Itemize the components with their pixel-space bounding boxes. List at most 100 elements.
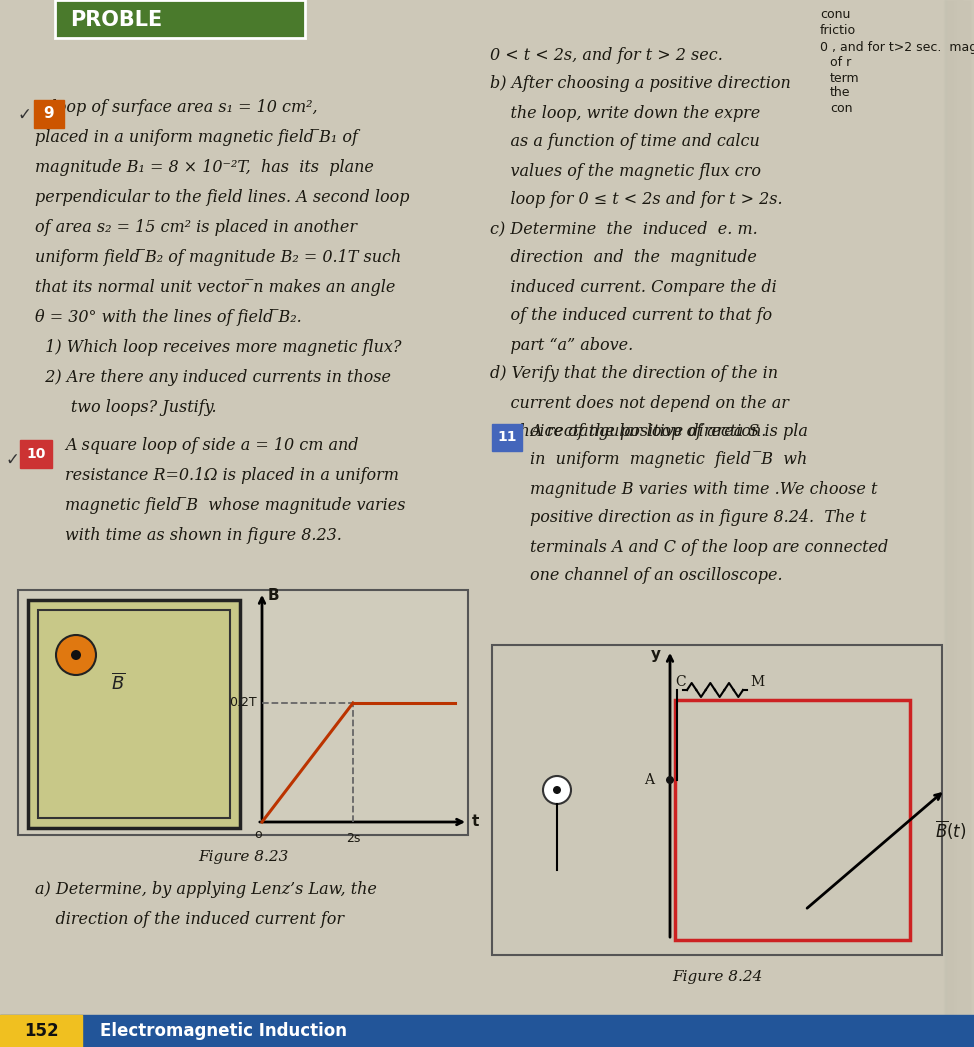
- Text: A rectangular loop of area S is pla: A rectangular loop of area S is pla: [530, 423, 807, 440]
- Circle shape: [543, 776, 571, 804]
- Bar: [966, 0, 967, 1047]
- Text: 2) Are there any induced currents in those: 2) Are there any induced currents in tho…: [35, 370, 391, 386]
- Bar: [492, 645, 942, 955]
- Bar: [18, 591, 468, 836]
- Text: PROBLE: PROBLE: [70, 10, 163, 30]
- Text: one channel of an oscilloscope.: one channel of an oscilloscope.: [530, 567, 783, 584]
- Circle shape: [56, 634, 96, 675]
- Text: 10: 10: [26, 447, 46, 461]
- Bar: [969, 0, 970, 1047]
- Bar: [959, 0, 960, 1047]
- Text: con: con: [830, 102, 852, 114]
- Bar: [956, 0, 957, 1047]
- Text: Figure 8.23: Figure 8.23: [198, 850, 288, 864]
- Bar: [675, 700, 910, 940]
- Text: C: C: [675, 675, 686, 689]
- Circle shape: [71, 650, 81, 660]
- Bar: [964, 0, 965, 1047]
- Text: 0 < t < 2s, and for t > 2 sec.: 0 < t < 2s, and for t > 2 sec.: [490, 46, 723, 64]
- Bar: [949, 0, 950, 1047]
- Text: magnitude B varies with time .We choose t: magnitude B varies with time .We choose …: [530, 481, 878, 497]
- Text: loop for 0 ≤ t < 2s and for t > 2s.: loop for 0 ≤ t < 2s and for t > 2s.: [490, 192, 783, 208]
- Bar: [967, 0, 968, 1047]
- Text: b) After choosing a positive direction: b) After choosing a positive direction: [490, 75, 791, 92]
- Text: of area s₂ = 15 cm² is placed in another: of area s₂ = 15 cm² is placed in another: [35, 220, 357, 237]
- Text: a) Determine, by applying Lenz’s Law, the: a) Determine, by applying Lenz’s Law, th…: [35, 881, 377, 897]
- Bar: [20, 440, 52, 468]
- Text: Electromagnetic Induction: Electromagnetic Induction: [100, 1022, 347, 1040]
- Bar: [957, 0, 958, 1047]
- Text: with time as shown in figure 8.23.: with time as shown in figure 8.23.: [65, 528, 342, 544]
- Bar: [948, 0, 949, 1047]
- Bar: [954, 0, 955, 1047]
- Text: B: B: [268, 588, 280, 603]
- Bar: [55, 0, 305, 38]
- Text: terminals A and C of the loop are connected: terminals A and C of the loop are connec…: [530, 538, 888, 556]
- Bar: [38, 610, 230, 818]
- Text: magnetic field ̅B  whose magnitude varies: magnetic field ̅B whose magnitude varies: [65, 497, 405, 514]
- Bar: [960, 0, 961, 1047]
- Bar: [958, 0, 959, 1047]
- Text: t: t: [472, 815, 479, 829]
- Bar: [950, 0, 951, 1047]
- Text: positive direction as in figure 8.24.  The t: positive direction as in figure 8.24. Th…: [530, 510, 866, 527]
- Bar: [953, 0, 954, 1047]
- Bar: [965, 0, 966, 1047]
- Bar: [28, 600, 240, 828]
- Bar: [945, 0, 946, 1047]
- Bar: [944, 0, 945, 1047]
- Bar: [973, 0, 974, 1047]
- Text: 2s: 2s: [346, 831, 360, 845]
- Bar: [951, 0, 952, 1047]
- Text: A: A: [644, 773, 654, 787]
- Text: uniform field ̅B₂ of magnitude B₂ = 0.1T such: uniform field ̅B₂ of magnitude B₂ = 0.1T…: [35, 249, 401, 267]
- Text: Figure 8.24: Figure 8.24: [672, 970, 763, 984]
- Bar: [970, 0, 971, 1047]
- Bar: [0, 1015, 974, 1047]
- Text: 11: 11: [498, 430, 517, 444]
- Text: 9: 9: [44, 107, 55, 121]
- Text: $\overline{B}$: $\overline{B}$: [111, 672, 126, 693]
- Text: 1) Which loop receives more magnetic flux?: 1) Which loop receives more magnetic flu…: [35, 339, 401, 356]
- Text: A loop of surface area s₁ = 10 cm²,: A loop of surface area s₁ = 10 cm²,: [35, 99, 318, 116]
- Text: values of the magnetic flux cro: values of the magnetic flux cro: [490, 162, 761, 179]
- Text: direction  and  the  magnitude: direction and the magnitude: [490, 249, 757, 267]
- Bar: [961, 0, 962, 1047]
- Text: two loops? Justify.: two loops? Justify.: [35, 400, 216, 417]
- Bar: [968, 0, 969, 1047]
- Text: perpendicular to the field lines. A second loop: perpendicular to the field lines. A seco…: [35, 190, 409, 206]
- Bar: [952, 0, 953, 1047]
- Bar: [947, 0, 948, 1047]
- Bar: [971, 0, 972, 1047]
- Text: 0 , and for t>2 sec.  magr: 0 , and for t>2 sec. magr: [820, 42, 974, 54]
- Bar: [962, 0, 963, 1047]
- Text: M: M: [750, 675, 765, 689]
- Bar: [955, 0, 956, 1047]
- Text: $\overline{B}(t)$: $\overline{B}(t)$: [935, 819, 966, 842]
- Bar: [55, 0, 305, 38]
- Text: of the induced current to that fo: of the induced current to that fo: [490, 308, 772, 325]
- Text: placed in a uniform magnetic field ̅B₁ of: placed in a uniform magnetic field ̅B₁ o…: [35, 130, 357, 147]
- Bar: [492, 424, 522, 451]
- Text: part “a” above.: part “a” above.: [490, 336, 633, 354]
- Text: choice of the positive direction.: choice of the positive direction.: [490, 423, 767, 441]
- Text: resistance R=0.1Ω is placed in a uniform: resistance R=0.1Ω is placed in a uniform: [65, 468, 399, 485]
- Text: θ = 30° with the lines of field ̅B₂.: θ = 30° with the lines of field ̅B₂.: [35, 310, 302, 327]
- Text: that its normal unit vector ̅n makes an angle: that its normal unit vector ̅n makes an …: [35, 280, 395, 296]
- Text: y: y: [651, 646, 661, 662]
- Bar: [972, 0, 973, 1047]
- Text: induced current. Compare the di: induced current. Compare the di: [490, 279, 776, 295]
- Text: current does not depend on the ar: current does not depend on the ar: [490, 395, 789, 411]
- Text: 0.2T: 0.2T: [229, 696, 257, 710]
- Circle shape: [553, 786, 561, 794]
- Circle shape: [666, 776, 674, 784]
- Text: of r: of r: [830, 57, 851, 69]
- Text: frictio: frictio: [820, 23, 856, 37]
- Text: d) Verify that the direction of the in: d) Verify that the direction of the in: [490, 365, 778, 382]
- Text: c) Determine  the  induced  e. m.: c) Determine the induced e. m.: [490, 221, 758, 238]
- Text: A square loop of side a = 10 cm and: A square loop of side a = 10 cm and: [65, 438, 358, 454]
- Text: conu: conu: [820, 8, 850, 22]
- Text: magnitude B₁ = 8 × 10⁻²T,  has  its  plane: magnitude B₁ = 8 × 10⁻²T, has its plane: [35, 159, 374, 177]
- Bar: [34, 101, 64, 128]
- Bar: [0, 1015, 82, 1047]
